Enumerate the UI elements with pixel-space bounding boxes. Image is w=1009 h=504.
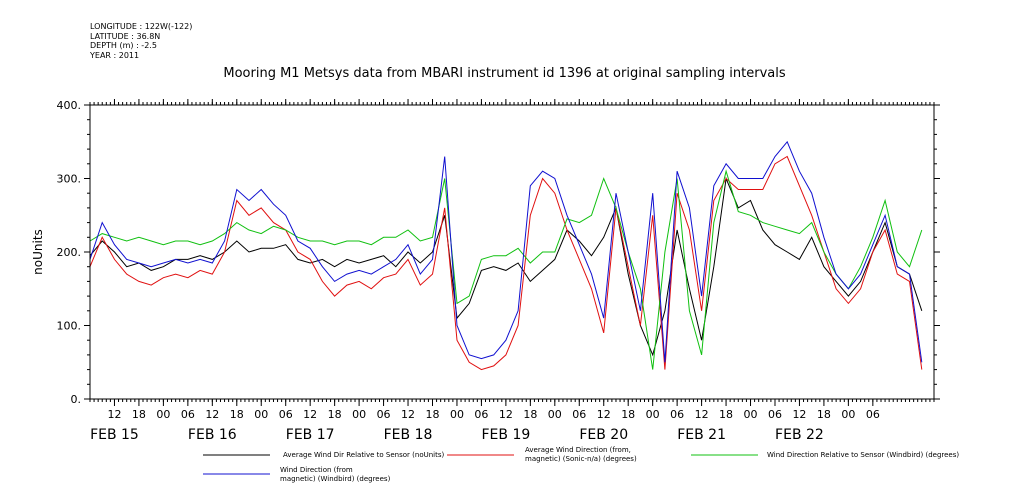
legend-label-blue-2: magnetic) (Windbird) (degrees) xyxy=(280,475,391,483)
x-tick-label: 06 xyxy=(377,408,391,421)
x-tick-label: 00 xyxy=(548,408,562,421)
series-line-3 xyxy=(89,140,923,363)
depth-text: DEPTH (m) : -2.5 xyxy=(90,41,157,50)
y-tick-label: 400. xyxy=(57,99,82,112)
x-tick-label: 18 xyxy=(523,408,537,421)
x-tick-label: 18 xyxy=(230,408,244,421)
legend-label-green: Wind Direction Relative to Sensor (Windb… xyxy=(767,451,959,459)
latitude-text: LATITUDE : 36.8N xyxy=(90,31,161,41)
x-tick-label: 06 xyxy=(181,408,195,421)
x-tick-label: 12 xyxy=(107,408,121,421)
x-tick-label: 12 xyxy=(499,408,513,421)
plot-lines xyxy=(89,140,923,371)
x-tick-label: 00 xyxy=(841,408,855,421)
x-tick-label: 18 xyxy=(425,408,439,421)
year-text: YEAR : 2011 xyxy=(90,50,140,60)
y-tick-label: 0. xyxy=(71,393,82,406)
x-tick-label: 06 xyxy=(572,408,586,421)
x-tick-label: 06 xyxy=(474,408,488,421)
x-day-label: FEB 20 xyxy=(579,427,628,443)
x-day-label: FEB 16 xyxy=(188,427,237,443)
x-tick-label: 18 xyxy=(719,408,733,421)
y-axis-label: noUnits xyxy=(31,229,45,275)
series-line-1 xyxy=(89,155,923,371)
x-day-label: FEB 19 xyxy=(481,427,530,443)
x-tick-label: 06 xyxy=(670,408,684,421)
x-tick-label: 12 xyxy=(792,408,806,421)
x-day-label: FEB 18 xyxy=(384,427,433,443)
x-tick-label: 00 xyxy=(352,408,366,421)
x-tick-label: 12 xyxy=(695,408,709,421)
x-tick-label: 12 xyxy=(597,408,611,421)
x-tick-label: 12 xyxy=(401,408,415,421)
x-tick-label: 12 xyxy=(303,408,317,421)
legend-label-red-2: magnetic) (Sonic-n/a) (degrees) xyxy=(525,455,637,463)
longitude-text: LONGITUDE : 122W(-122) xyxy=(90,22,193,31)
x-tick-label: 18 xyxy=(328,408,342,421)
x-tick-label: 00 xyxy=(254,408,268,421)
series-line-0 xyxy=(89,176,923,357)
legend-label-red-1: Average Wind Direction (from, xyxy=(525,446,631,454)
x-tick-label: 00 xyxy=(646,408,660,421)
legend-label-black: Average Wind Dir Relative to Sensor (noU… xyxy=(283,451,444,459)
y-tick-label: 100. xyxy=(57,320,82,333)
x-tick-label: 06 xyxy=(768,408,782,421)
axis-ticks: 0. 100. 200. 300. 400. 12 18 00 06 12 18 00 06 12 18 00… xyxy=(57,99,940,443)
chart-title: Mooring M1 Metsys data from MBARI instru… xyxy=(223,66,786,81)
legend-label-blue-1: Wind Direction (from xyxy=(280,466,353,474)
x-tick-label: 00 xyxy=(744,408,758,421)
y-tick-label: 300. xyxy=(57,173,82,186)
x-day-label: FEB 15 xyxy=(90,427,139,443)
x-tick-label: 12 xyxy=(205,408,219,421)
y-tick-label: 200. xyxy=(57,246,82,259)
x-tick-label: 00 xyxy=(450,408,464,421)
legend: Average Wind Dir Relative to Sensor (noU… xyxy=(203,446,959,483)
series-line-2 xyxy=(89,169,923,370)
x-tick-label: 18 xyxy=(621,408,635,421)
metadata-block: LONGITUDE : 122W(-122) LATITUDE : 36.8N … xyxy=(90,22,192,60)
x-tick-label: 00 xyxy=(156,408,170,421)
x-day-label: FEB 17 xyxy=(286,427,335,443)
x-tick-label: 06 xyxy=(279,408,293,421)
x-day-label: FEB 22 xyxy=(775,427,824,443)
x-day-label: FEB 21 xyxy=(677,427,726,443)
x-tick-label: 06 xyxy=(866,408,880,421)
x-tick-label: 18 xyxy=(817,408,831,421)
x-tick-label: 18 xyxy=(132,408,146,421)
